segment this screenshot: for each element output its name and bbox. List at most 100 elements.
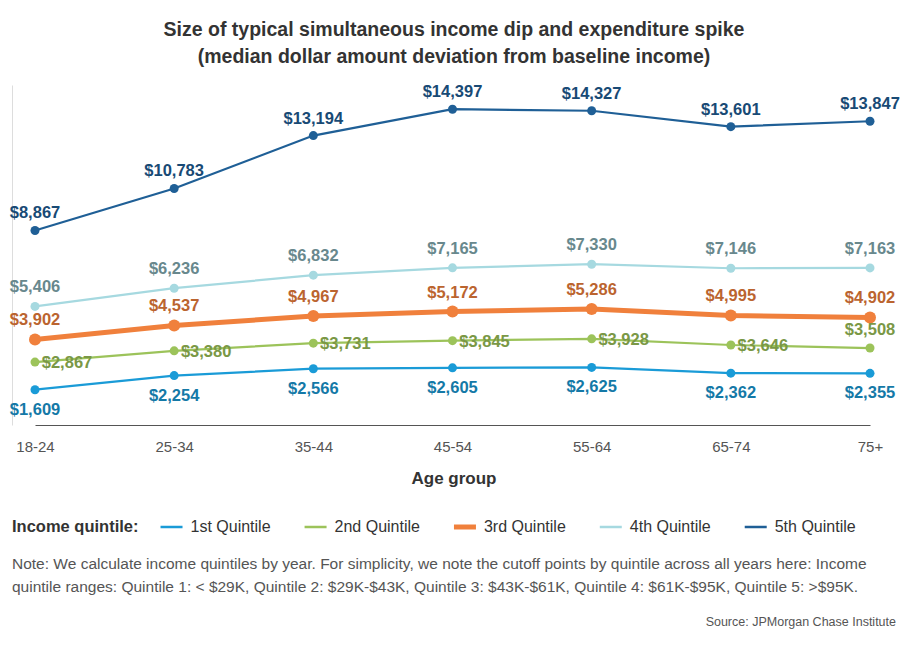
data-label: $2,566 bbox=[288, 379, 338, 397]
data-label: $5,286 bbox=[566, 280, 616, 298]
series-marker bbox=[448, 363, 457, 372]
legend-swatch bbox=[745, 526, 767, 529]
data-label: $2,362 bbox=[706, 383, 756, 401]
data-label: $4,967 bbox=[288, 287, 338, 305]
data-label: $8,867 bbox=[10, 203, 60, 221]
x-axis: 18-24 25-34 35-44 45-54 55-64 65-74 75+ bbox=[16, 425, 883, 455]
data-label: $7,146 bbox=[706, 239, 756, 257]
data-label: $2,867 bbox=[42, 353, 92, 371]
data-label: $1,609 bbox=[10, 400, 60, 418]
data-label: $2,355 bbox=[845, 383, 895, 401]
data-label: $14,327 bbox=[562, 84, 622, 102]
data-label: $3,380 bbox=[181, 342, 231, 360]
series-marker bbox=[309, 339, 318, 348]
series-marker bbox=[725, 309, 737, 321]
data-label: $2,625 bbox=[566, 377, 616, 395]
series-marker bbox=[309, 271, 318, 280]
data-label: $3,508 bbox=[845, 320, 895, 338]
data-labels: $1,609 $2,254 $2,566 $2,605 $2,625 $2,362 $2,3… bbox=[10, 82, 900, 418]
legend-swatch bbox=[600, 526, 622, 529]
series-marker bbox=[31, 226, 40, 235]
series-marker bbox=[170, 284, 179, 293]
data-label: $3,731 bbox=[320, 334, 370, 352]
y-axis-line bbox=[12, 86, 13, 426]
x-tick: 35-44 bbox=[295, 425, 333, 455]
data-label: $7,165 bbox=[427, 239, 477, 257]
series-marker bbox=[726, 264, 735, 273]
legend-title: Income quintile: bbox=[12, 517, 139, 535]
data-label: $3,845 bbox=[459, 332, 509, 350]
series-marker bbox=[866, 117, 875, 126]
legend-label: 5th Quintile bbox=[775, 518, 856, 535]
series-marker bbox=[307, 310, 319, 322]
subtitle: (median dollar amount deviation from bas… bbox=[198, 45, 711, 67]
legend-swatch bbox=[305, 526, 327, 529]
series-marker bbox=[587, 334, 596, 343]
x-tick-label: 55-64 bbox=[573, 438, 611, 455]
data-label: $3,902 bbox=[10, 310, 60, 328]
series-marker bbox=[726, 122, 735, 131]
series-marker bbox=[170, 346, 179, 355]
data-label: $13,847 bbox=[840, 94, 900, 112]
x-tick-label: 35-44 bbox=[295, 438, 333, 455]
data-label: $14,397 bbox=[423, 82, 483, 100]
x-tick-label: 25-34 bbox=[155, 438, 193, 455]
source: Source: JPMorgan Chase Institute bbox=[706, 615, 896, 629]
data-label: $2,605 bbox=[427, 378, 477, 396]
legend: Income quintile: 1st Quintile 2nd Quintile… bbox=[12, 517, 856, 535]
series-marker bbox=[448, 336, 457, 345]
series-marker bbox=[31, 385, 40, 394]
series-marker bbox=[29, 333, 41, 345]
x-tick-label: 18-24 bbox=[16, 438, 54, 455]
note: Note: We calculate income quintiles by y… bbox=[12, 552, 897, 598]
series-marker bbox=[170, 184, 179, 193]
series-marker bbox=[31, 358, 40, 367]
data-label: $7,330 bbox=[566, 235, 616, 253]
data-label: $4,902 bbox=[845, 288, 895, 306]
x-tick-label: 65-74 bbox=[712, 438, 750, 455]
series-marker bbox=[309, 131, 318, 140]
x-axis-title: Age group bbox=[412, 469, 497, 488]
data-label: $2,254 bbox=[149, 386, 200, 404]
series-marker bbox=[448, 263, 457, 272]
series-marker bbox=[586, 303, 598, 315]
legend-label: 2nd Quintile bbox=[335, 518, 420, 535]
x-tick: 55-64 bbox=[573, 425, 611, 455]
series-marker bbox=[726, 369, 735, 378]
legend-label: 3rd Quintile bbox=[484, 518, 566, 535]
x-tick: 25-34 bbox=[155, 425, 193, 455]
x-tick: 75+ bbox=[858, 425, 884, 455]
series-marker bbox=[866, 344, 875, 353]
series-marker bbox=[726, 341, 735, 350]
x-tick: 45-54 bbox=[434, 425, 472, 455]
x-axis-line bbox=[36, 425, 871, 426]
plot-area bbox=[29, 105, 876, 395]
legend-swatch bbox=[161, 526, 183, 529]
series-marker bbox=[587, 363, 596, 372]
chart: Size of typical simultaneous income dip … bbox=[0, 0, 908, 650]
data-label: $13,601 bbox=[701, 100, 761, 118]
series-line bbox=[35, 109, 870, 230]
series-marker bbox=[168, 319, 180, 331]
series-marker bbox=[587, 106, 596, 115]
x-tick-label: 45-54 bbox=[434, 438, 472, 455]
data-label: $3,928 bbox=[598, 330, 648, 348]
data-label: $4,995 bbox=[706, 286, 756, 304]
legend-label: 1st Quintile bbox=[191, 518, 271, 535]
series-marker bbox=[448, 105, 457, 114]
data-label: $5,406 bbox=[10, 277, 60, 295]
y-axis bbox=[12, 86, 13, 426]
legend-label: 4th Quintile bbox=[630, 518, 711, 535]
series-marker bbox=[866, 263, 875, 272]
data-label: $10,783 bbox=[144, 161, 204, 179]
title: Size of typical simultaneous income dip … bbox=[164, 18, 745, 40]
series-marker bbox=[587, 260, 596, 269]
series-marker bbox=[170, 371, 179, 380]
data-label: $4,537 bbox=[149, 296, 199, 314]
data-label: $7,163 bbox=[845, 239, 895, 257]
series-marker bbox=[309, 364, 318, 373]
data-label: $6,236 bbox=[149, 259, 199, 277]
x-tick-label: 75+ bbox=[858, 438, 884, 455]
data-label: $5,172 bbox=[427, 283, 477, 301]
x-tick: 18-24 bbox=[16, 425, 54, 455]
